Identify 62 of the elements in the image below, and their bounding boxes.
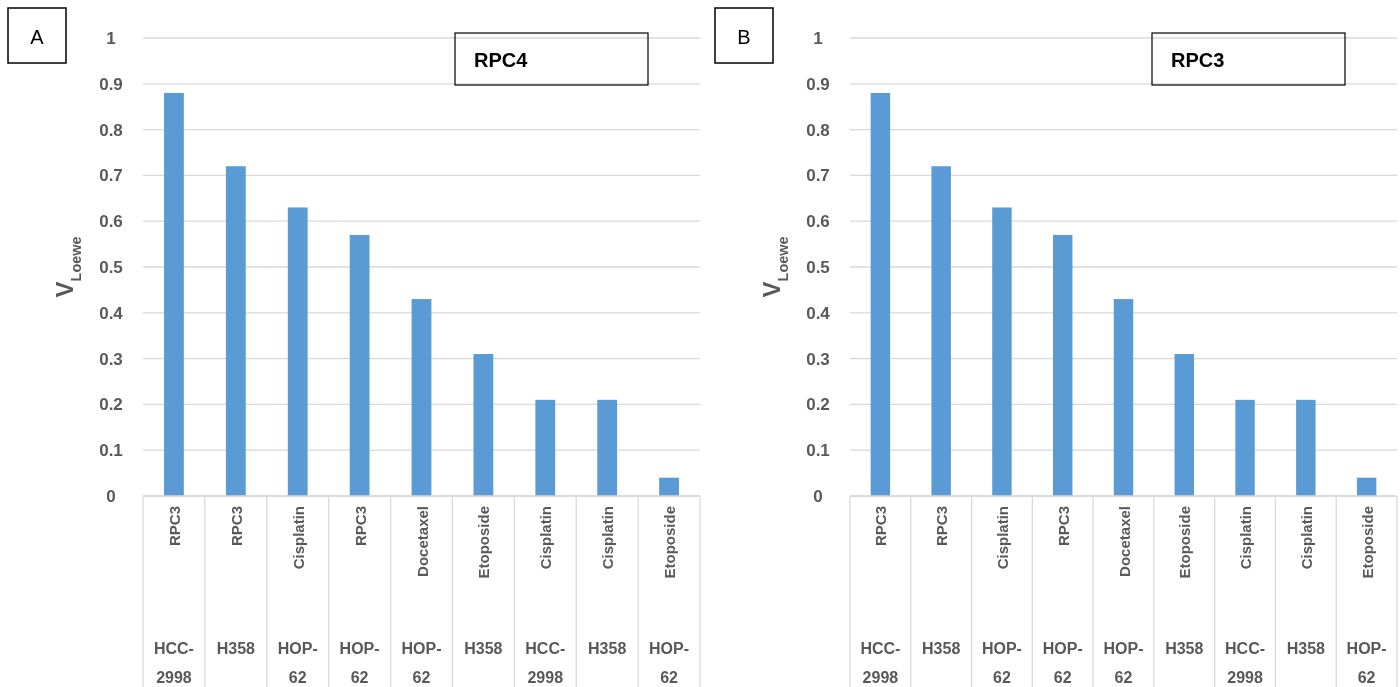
bar bbox=[287, 207, 308, 496]
y-tick-label: 0.2 bbox=[806, 395, 830, 415]
bar bbox=[225, 166, 246, 496]
bar bbox=[1296, 399, 1316, 496]
y-tick-label: 1 bbox=[813, 28, 823, 48]
text: RPC3 bbox=[1171, 49, 1225, 71]
y-tick-label: 1 bbox=[106, 28, 116, 48]
category-label: RPC3 HOP-62 bbox=[339, 506, 380, 686]
bar bbox=[473, 354, 494, 496]
category-label: RPC3 H358 bbox=[216, 506, 255, 657]
bar bbox=[1113, 299, 1134, 496]
bar bbox=[597, 399, 618, 496]
y-tick-label: 0.4 bbox=[806, 303, 831, 323]
category-label: Cisplatin H358 bbox=[1286, 506, 1325, 657]
category-label: Cisplatin HOP-62 bbox=[277, 506, 318, 686]
y-tick-label: 0 bbox=[813, 486, 823, 506]
category-label: Cisplatin HOP-62 bbox=[981, 506, 1022, 686]
category-label: Docetaxel HOP-62 bbox=[401, 506, 442, 686]
bar bbox=[164, 92, 184, 496]
category-label: RPC3 HOP-62 bbox=[1042, 506, 1083, 686]
bar bbox=[411, 299, 432, 496]
category-label: Docetaxel HOP-62 bbox=[1103, 506, 1144, 686]
y-tick-label: 0.8 bbox=[806, 120, 830, 140]
category-label: RPC3 H358 bbox=[922, 506, 961, 657]
y-tick-label: 0.7 bbox=[99, 166, 123, 186]
y-tick-label: 0.1 bbox=[806, 441, 830, 461]
text: RPC4 bbox=[474, 49, 529, 71]
y-tick-label: 0.7 bbox=[806, 166, 830, 186]
text: B bbox=[737, 26, 751, 48]
y-tick-label: 0.9 bbox=[806, 74, 830, 94]
bar bbox=[349, 234, 370, 496]
y-tick-label: 0 bbox=[106, 486, 116, 506]
bar bbox=[1174, 354, 1194, 496]
y-tick-label: 0.1 bbox=[99, 441, 123, 461]
category-label: RPC3 HCC-2998 bbox=[153, 506, 194, 686]
y-tick-label: 0.6 bbox=[99, 212, 123, 232]
y-tick-label: 0.9 bbox=[99, 74, 123, 94]
category-label: Etoposide H358 bbox=[1165, 506, 1204, 657]
category-label: Cisplatin HCC-2998 bbox=[1225, 506, 1266, 686]
bar bbox=[992, 207, 1012, 496]
y-tick-label: 0.5 bbox=[806, 257, 830, 277]
bar bbox=[659, 477, 679, 496]
category-label: RPC3 HCC-2998 bbox=[860, 506, 901, 686]
category-label: Cisplatin H358 bbox=[588, 506, 627, 657]
text: A bbox=[30, 26, 45, 48]
category-label: Etoposide HOP-62 bbox=[649, 506, 690, 686]
bar bbox=[931, 166, 951, 496]
y-tick-label: 0.3 bbox=[99, 349, 123, 369]
category-label: Etoposide H358 bbox=[464, 506, 503, 657]
y-tick-label: 0.8 bbox=[99, 120, 123, 140]
y-tick-label: 0.5 bbox=[99, 257, 123, 277]
y-tick-label: 0.3 bbox=[806, 349, 830, 369]
category-label: Cisplatin HCC-2998 bbox=[525, 506, 566, 686]
bar bbox=[1235, 399, 1255, 496]
y-tick-label: 0.2 bbox=[99, 395, 123, 415]
bar bbox=[535, 399, 556, 496]
category-label: Etoposide HOP-62 bbox=[1346, 506, 1387, 686]
bar bbox=[870, 92, 891, 496]
bar bbox=[1356, 477, 1377, 496]
y-tick-label: 0.6 bbox=[806, 212, 830, 232]
bar bbox=[1053, 234, 1073, 496]
y-tick-label: 0.4 bbox=[99, 303, 124, 323]
